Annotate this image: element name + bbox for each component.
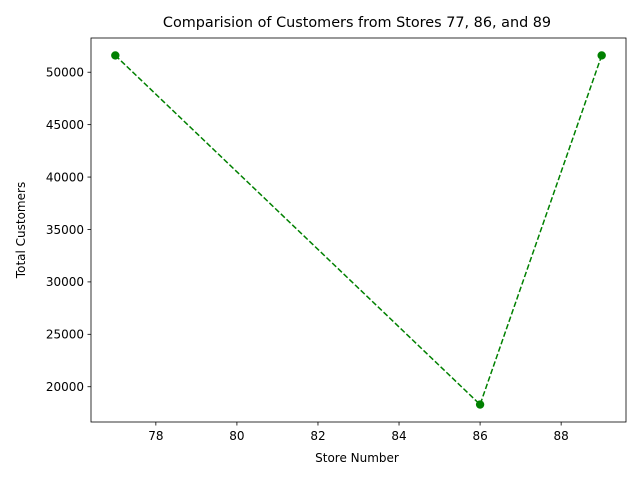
y-tick-label: 30000 bbox=[46, 275, 84, 289]
data-point bbox=[475, 400, 485, 409]
x-tick-label: 88 bbox=[554, 429, 569, 443]
series-line bbox=[114, 54, 603, 406]
y-axis-label: Total Customers bbox=[14, 182, 28, 279]
y-tick-label: 20000 bbox=[46, 380, 84, 394]
data-point bbox=[111, 51, 120, 60]
y-tick-label: 45000 bbox=[46, 118, 84, 132]
y-tick-label: 25000 bbox=[46, 328, 84, 342]
plot-area bbox=[91, 38, 626, 422]
x-tick-label: 78 bbox=[148, 429, 163, 443]
y-tick-label: 40000 bbox=[46, 170, 84, 184]
x-tick-label: 86 bbox=[472, 429, 487, 443]
x-axis-label: Store Number bbox=[315, 451, 399, 465]
chart-title: Comparision of Customers from Stores 77,… bbox=[163, 15, 551, 31]
y-axis: 20000 25000 30000 35000 40000 45000 50000 bbox=[46, 66, 91, 394]
data-point bbox=[597, 51, 606, 60]
y-tick-label: 50000 bbox=[46, 66, 84, 80]
x-tick-label: 84 bbox=[391, 429, 406, 443]
x-axis: 78 80 82 84 86 88 bbox=[148, 422, 569, 443]
plot-frame bbox=[90, 37, 627, 423]
series-layer bbox=[111, 51, 606, 409]
y-tick-label: 35000 bbox=[46, 223, 84, 237]
x-tick-label: 80 bbox=[229, 429, 244, 443]
x-tick-label: 82 bbox=[310, 429, 325, 443]
